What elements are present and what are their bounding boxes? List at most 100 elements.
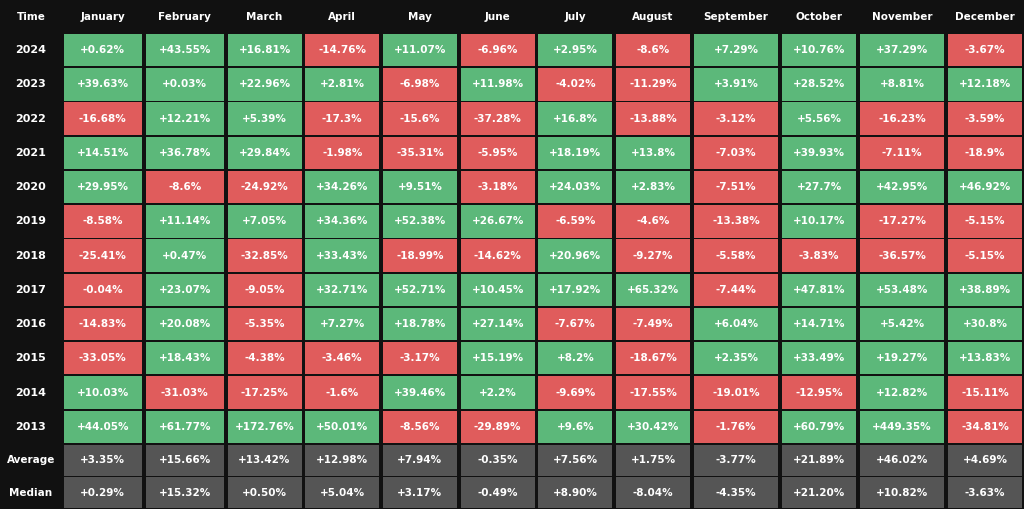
Bar — [948, 205, 1022, 238]
Bar — [461, 102, 535, 135]
Text: +43.55%: +43.55% — [159, 45, 211, 55]
Bar — [616, 411, 690, 443]
Text: +61.77%: +61.77% — [159, 422, 211, 432]
Text: +12.21%: +12.21% — [159, 114, 211, 124]
Text: +3.91%: +3.91% — [714, 79, 759, 90]
Bar — [860, 376, 944, 409]
Bar — [145, 411, 224, 443]
Text: February: February — [159, 12, 211, 21]
Bar — [616, 1, 690, 32]
Text: -24.92%: -24.92% — [241, 182, 289, 192]
Bar — [2, 137, 59, 169]
Bar — [2, 477, 59, 508]
Text: May: May — [408, 12, 432, 21]
Bar — [539, 34, 612, 67]
Text: -9.69%: -9.69% — [555, 387, 596, 398]
Text: +10.76%: +10.76% — [793, 45, 845, 55]
Text: -1.76%: -1.76% — [716, 422, 757, 432]
Bar — [539, 411, 612, 443]
Text: +18.78%: +18.78% — [394, 319, 446, 329]
Text: 2021: 2021 — [15, 148, 46, 158]
Bar — [305, 68, 379, 101]
Bar — [305, 137, 379, 169]
Text: -4.35%: -4.35% — [716, 488, 757, 498]
Text: -6.96%: -6.96% — [477, 45, 518, 55]
Text: -18.9%: -18.9% — [965, 148, 1006, 158]
Bar — [461, 68, 535, 101]
Text: -8.58%: -8.58% — [83, 216, 123, 227]
Bar — [63, 171, 142, 204]
Text: -9.27%: -9.27% — [633, 250, 674, 261]
Bar — [63, 342, 142, 375]
Text: -7.11%: -7.11% — [882, 148, 923, 158]
Text: 2018: 2018 — [15, 250, 46, 261]
Bar — [227, 68, 301, 101]
Text: -1.98%: -1.98% — [322, 148, 362, 158]
Bar — [616, 342, 690, 375]
Text: +4.69%: +4.69% — [963, 455, 1008, 465]
Bar — [145, 34, 224, 67]
Text: -4.6%: -4.6% — [636, 216, 670, 227]
Bar — [63, 68, 142, 101]
Text: +52.71%: +52.71% — [394, 285, 446, 295]
Bar — [63, 239, 142, 272]
Text: +7.94%: +7.94% — [397, 455, 442, 465]
Text: -14.62%: -14.62% — [474, 250, 521, 261]
Bar — [860, 1, 944, 32]
Text: -4.02%: -4.02% — [555, 79, 596, 90]
Text: -17.27%: -17.27% — [879, 216, 926, 227]
Bar — [383, 308, 457, 340]
Text: 2015: 2015 — [15, 353, 46, 363]
Text: +46.02%: +46.02% — [876, 455, 929, 465]
Bar — [948, 308, 1022, 340]
Text: Average: Average — [7, 455, 55, 465]
Bar — [145, 342, 224, 375]
Bar — [227, 445, 301, 475]
Text: +2.35%: +2.35% — [714, 353, 759, 363]
Bar — [2, 308, 59, 340]
Bar — [860, 308, 944, 340]
Text: 2019: 2019 — [15, 216, 46, 227]
Bar — [539, 102, 612, 135]
Bar — [782, 68, 856, 101]
Text: 2017: 2017 — [15, 285, 46, 295]
Text: -8.56%: -8.56% — [399, 422, 440, 432]
Bar — [693, 239, 778, 272]
Bar — [145, 102, 224, 135]
Text: -8.6%: -8.6% — [168, 182, 202, 192]
Text: +3.17%: +3.17% — [397, 488, 442, 498]
Text: +20.08%: +20.08% — [159, 319, 211, 329]
Bar — [305, 205, 379, 238]
Text: -5.15%: -5.15% — [965, 216, 1006, 227]
Text: +39.93%: +39.93% — [794, 148, 845, 158]
Text: -16.23%: -16.23% — [879, 114, 926, 124]
Bar — [383, 102, 457, 135]
Text: -15.11%: -15.11% — [962, 387, 1009, 398]
Text: -13.38%: -13.38% — [712, 216, 760, 227]
Bar — [2, 34, 59, 67]
Text: +34.36%: +34.36% — [316, 216, 369, 227]
Bar — [782, 376, 856, 409]
Bar — [782, 477, 856, 508]
Text: -32.85%: -32.85% — [241, 250, 289, 261]
Bar — [860, 137, 944, 169]
Text: +15.66%: +15.66% — [159, 455, 211, 465]
Bar — [693, 342, 778, 375]
Text: -15.6%: -15.6% — [399, 114, 440, 124]
Text: +15.19%: +15.19% — [472, 353, 523, 363]
Text: +27.7%: +27.7% — [797, 182, 842, 192]
Text: +14.71%: +14.71% — [793, 319, 846, 329]
Text: +34.26%: +34.26% — [316, 182, 369, 192]
Bar — [227, 308, 301, 340]
Bar — [2, 274, 59, 306]
Text: +33.49%: +33.49% — [793, 353, 845, 363]
Bar — [693, 1, 778, 32]
Bar — [693, 34, 778, 67]
Bar — [693, 274, 778, 306]
Bar — [539, 308, 612, 340]
Text: +0.29%: +0.29% — [80, 488, 125, 498]
Bar — [860, 477, 944, 508]
Bar — [305, 411, 379, 443]
Text: +10.82%: +10.82% — [876, 488, 928, 498]
Text: +24.03%: +24.03% — [549, 182, 601, 192]
